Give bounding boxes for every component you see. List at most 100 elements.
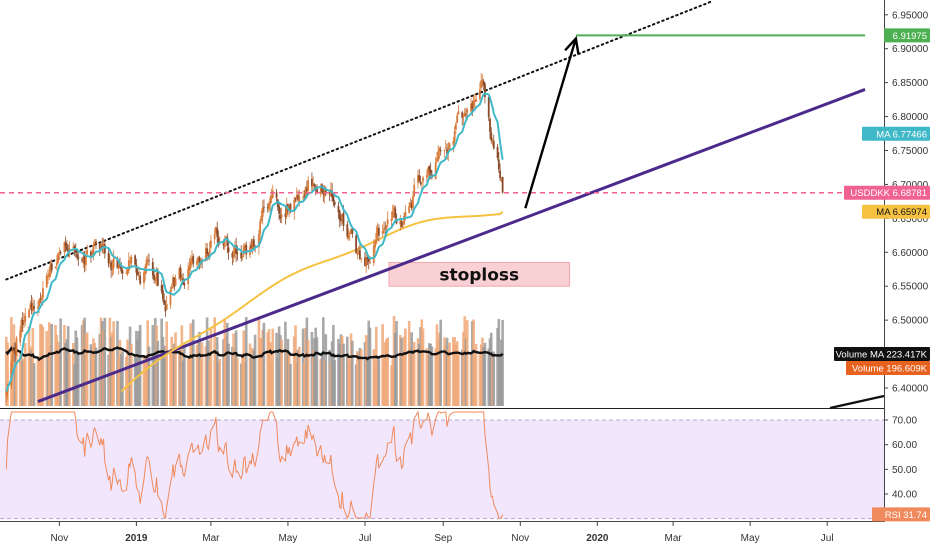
candle-body xyxy=(101,245,104,248)
upper-channel-line xyxy=(5,0,714,281)
volume-bars xyxy=(5,316,504,406)
candle-body xyxy=(12,350,15,354)
candle-body xyxy=(453,131,456,141)
candle-body xyxy=(404,212,407,217)
candle-body xyxy=(196,260,198,265)
candle-body xyxy=(250,244,253,249)
candle-body xyxy=(381,231,384,234)
candle-body xyxy=(462,115,465,117)
candle-body xyxy=(420,182,423,184)
candle-body xyxy=(328,193,331,195)
rsi-tick-label: 60.00 xyxy=(892,440,917,451)
candle-body xyxy=(127,260,130,271)
candle-body xyxy=(280,214,283,218)
volume-bar xyxy=(191,319,195,406)
candle-body xyxy=(245,245,248,255)
candle-body xyxy=(173,277,176,288)
price-tick-label: 6.75000 xyxy=(892,146,929,157)
candle-body xyxy=(233,245,236,254)
candle-body xyxy=(129,261,131,263)
candle-body xyxy=(375,233,378,244)
candle-body xyxy=(439,150,442,152)
candle-body xyxy=(288,205,291,210)
candle-body xyxy=(20,319,23,332)
candle-body xyxy=(456,115,459,123)
candle-body xyxy=(360,258,363,259)
volume-bar xyxy=(85,332,89,406)
candle-body xyxy=(107,252,110,264)
date-tick-label: May xyxy=(741,533,760,544)
volume-bar xyxy=(32,363,36,406)
candle-body xyxy=(322,191,325,195)
volume-bar xyxy=(253,334,257,406)
ma-long-tag-text: MA 6.65974 xyxy=(876,207,927,218)
rsi-tick-label: 40.00 xyxy=(892,490,917,501)
candle-body xyxy=(45,275,48,288)
candle-body xyxy=(347,235,350,239)
candle-body xyxy=(240,252,243,259)
volume-bar xyxy=(359,349,363,406)
candle-body xyxy=(386,219,389,225)
candle-body xyxy=(324,188,327,194)
candle-body xyxy=(24,315,27,322)
date-tick-label: 2019 xyxy=(125,533,148,544)
candle-body xyxy=(263,207,265,209)
candle-body xyxy=(130,257,133,264)
candle-body xyxy=(215,226,217,233)
candle-body xyxy=(143,272,145,284)
rsi-tag-text: RSI 31.74 xyxy=(885,510,927,521)
price-tag-text: USDDKK 6.68781 xyxy=(850,188,927,199)
candle-body xyxy=(259,221,262,234)
candle-body xyxy=(112,258,115,268)
ma-short-path xyxy=(5,92,504,392)
candle-body xyxy=(410,203,413,208)
candle-body xyxy=(39,297,42,299)
candle-body xyxy=(204,248,207,260)
volume-bar xyxy=(421,328,425,406)
candle-body xyxy=(319,185,322,195)
volume-bar xyxy=(103,317,107,406)
date-tick-label: Sep xyxy=(434,533,452,544)
candle-body xyxy=(188,265,191,271)
candle-body xyxy=(385,225,388,229)
candle-body xyxy=(422,177,424,182)
candle-body xyxy=(257,234,260,248)
candle-body xyxy=(316,186,318,193)
candle-body xyxy=(187,268,190,284)
candle-body xyxy=(198,257,201,263)
candle-body xyxy=(293,199,296,212)
arrow-shaft xyxy=(524,38,578,209)
price-tick-label: 6.65000 xyxy=(892,214,929,225)
candle-body xyxy=(499,170,501,179)
candle-body xyxy=(454,124,457,130)
volume-bar xyxy=(483,342,487,406)
candle-body xyxy=(372,245,375,264)
volume-bar xyxy=(448,342,451,406)
candle-body xyxy=(207,254,210,256)
volume-bar xyxy=(306,339,310,406)
candle-body xyxy=(74,248,77,253)
candle-body xyxy=(332,195,335,202)
candle-body xyxy=(417,175,419,184)
candle-body xyxy=(251,240,254,250)
candle-body xyxy=(108,261,111,262)
rsi-guides xyxy=(0,419,884,520)
candle-body xyxy=(487,96,490,117)
candle-body xyxy=(484,83,486,98)
date-tick-label: Jul xyxy=(821,533,834,544)
candle-body xyxy=(297,195,299,200)
candle-body xyxy=(111,265,114,270)
ma-long-tag-bg xyxy=(862,204,930,219)
candle-body xyxy=(242,245,245,255)
candle-body xyxy=(156,271,159,286)
candle-body xyxy=(333,201,336,205)
candle-body xyxy=(174,278,177,286)
candle-body xyxy=(466,109,469,113)
candle-body xyxy=(394,208,397,218)
candle-body xyxy=(261,207,264,217)
volume-bar xyxy=(138,324,142,406)
volume-tag-text: Volume 196.609K xyxy=(852,364,928,375)
candle-body xyxy=(21,319,24,325)
volume-bar xyxy=(271,328,275,406)
candle-body xyxy=(284,213,287,217)
